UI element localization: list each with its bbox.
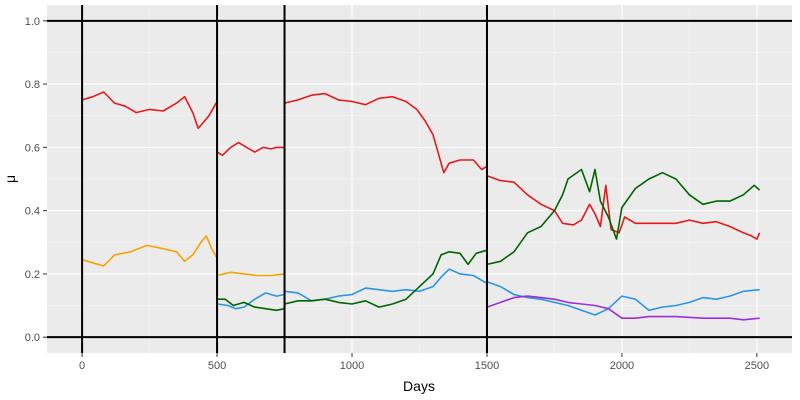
series-line-13	[486, 295, 760, 321]
series-line-9	[486, 281, 760, 316]
series-line-4	[486, 175, 761, 240]
series-line-3	[284, 92, 488, 174]
x-tick-label: 2000	[610, 360, 634, 372]
data-series	[81, 91, 761, 321]
y-tick-label: 1.0	[25, 16, 40, 28]
y-tick-label: 0.4	[25, 206, 40, 218]
series-line-12	[486, 168, 761, 266]
x-tick-label: 500	[208, 360, 226, 372]
y-axis-title: μ	[2, 175, 18, 183]
series-line-11	[284, 249, 488, 308]
series-line-2	[216, 141, 285, 157]
series-line-10	[217, 298, 285, 312]
x-tick-label: 1500	[475, 360, 499, 372]
x-tick-label: 1000	[340, 360, 364, 372]
series-line-5	[81, 235, 218, 267]
y-tick-label: 0.0	[25, 332, 40, 344]
series-line-7	[216, 292, 285, 310]
y-tick-label: 0.8	[25, 79, 40, 91]
x-tick-label: 0	[79, 360, 85, 372]
y-tick-label: 0.2	[25, 269, 40, 281]
series-line-1	[81, 91, 218, 130]
reference-rules	[47, 5, 792, 353]
y-tick-label: 0.6	[25, 142, 40, 154]
series-line-6	[216, 271, 285, 277]
x-axis-title: Days	[403, 378, 435, 394]
x-tick-label: 2500	[745, 360, 769, 372]
x-axis: 0 500 1000 1500 2000 2500	[79, 353, 769, 372]
y-axis: 0.0 0.2 0.4 0.6 0.8 1.0	[25, 16, 47, 344]
